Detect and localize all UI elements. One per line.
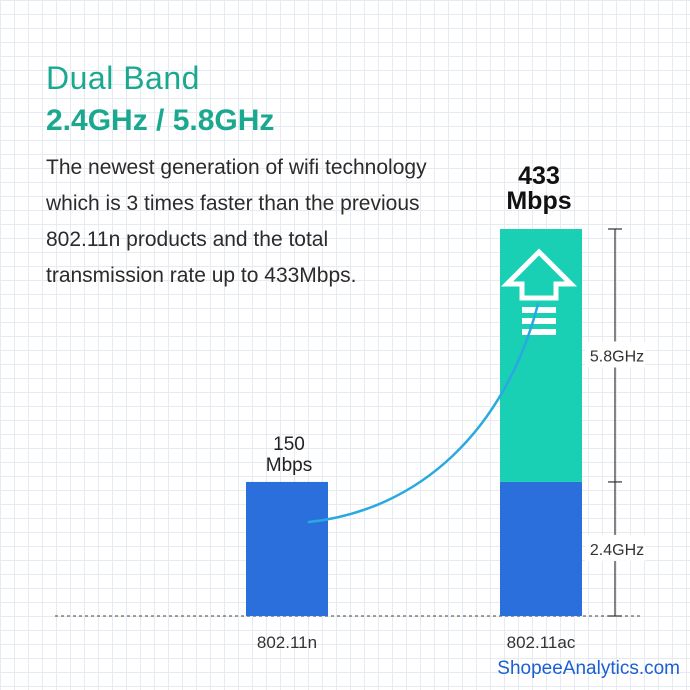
x-tick-label: 802.11ac	[507, 633, 576, 652]
bar-80211n-24GHz	[246, 481, 328, 616]
growth-curve	[307, 302, 540, 524]
watermark: ShopeeAnalytics.com	[497, 658, 680, 679]
data-label-value: 150	[273, 434, 305, 455]
description: The newest generation of wifi technology…	[46, 150, 486, 294]
description-line: The newest generation of wifi technology	[46, 156, 427, 179]
bracket-label-bg	[585, 341, 645, 368]
data-label-unit: Mbps	[506, 187, 571, 215]
description-line: transmission rate up to 433Mbps.	[46, 264, 357, 287]
up-arrow-icon	[500, 248, 578, 301]
bracket-label: 5.8GHz	[590, 348, 644, 365]
bracket-label: 2.4GHz	[590, 542, 644, 559]
description-line: 802.11n products and the total	[46, 228, 329, 251]
bracket-label-bg	[585, 534, 645, 561]
description-line: which is 3 times faster than the previou…	[46, 192, 420, 215]
arrow-stripe	[522, 329, 556, 335]
arrow-stripe	[522, 307, 556, 313]
bar-80211ac-58GHz	[500, 229, 582, 482]
arrow-stripe	[522, 318, 556, 324]
x-tick-label: 802.11n	[257, 633, 317, 652]
page-subtitle: 2.4GHz / 5.8GHz	[46, 104, 275, 137]
data-label-value: 433	[518, 162, 560, 190]
data-label-unit: Mbps	[266, 455, 312, 476]
page-title: Dual Band	[46, 60, 200, 96]
bar-80211ac-24GHz	[500, 481, 582, 616]
